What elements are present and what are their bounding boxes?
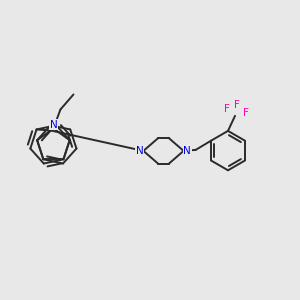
- Text: F: F: [235, 100, 240, 110]
- Text: F: F: [224, 104, 230, 114]
- Text: N: N: [50, 120, 57, 130]
- Text: F: F: [244, 108, 249, 118]
- Text: N: N: [183, 146, 191, 156]
- Text: N: N: [136, 146, 144, 156]
